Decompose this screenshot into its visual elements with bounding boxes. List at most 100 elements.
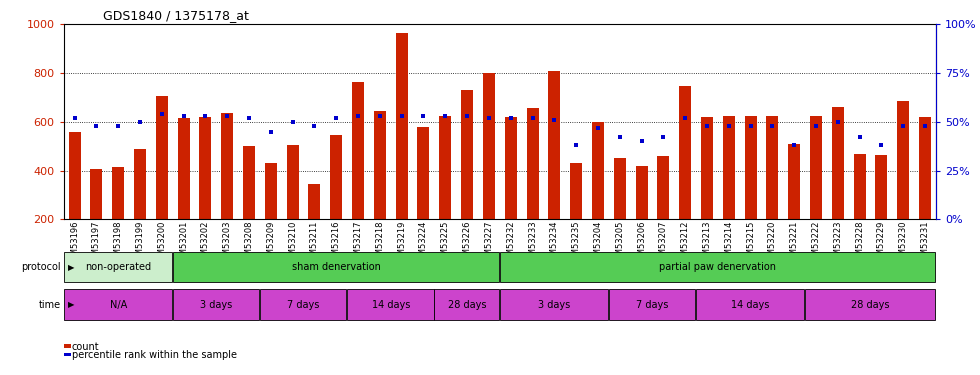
Text: N/A: N/A [110,300,126,310]
Text: 3 days: 3 days [200,300,232,310]
Text: 7 days: 7 days [636,300,668,310]
Bar [287,145,299,219]
Point [808,123,824,129]
Text: 7 days: 7 days [287,300,319,310]
Point [67,115,82,121]
Bar [172,290,259,320]
Bar [243,146,255,219]
Point [873,142,889,148]
Point [524,115,540,121]
Point [568,142,584,148]
Bar [745,116,757,219]
Bar [90,169,102,219]
Bar [483,73,495,219]
Text: partial paw denervation: partial paw denervation [660,262,776,272]
Bar [613,158,625,219]
Bar [417,127,429,219]
Point [917,123,933,129]
Bar [434,290,499,320]
Point [590,125,606,131]
Text: GDS1840 / 1375178_at: GDS1840 / 1375178_at [103,9,249,22]
Bar [701,117,712,219]
Point [416,113,431,119]
Point [699,123,714,129]
Point [547,117,563,123]
Point [154,111,170,117]
Point [198,113,214,119]
Point [612,135,627,141]
Point [263,129,278,135]
Text: 14 days: 14 days [371,300,410,310]
Bar [679,86,691,219]
Text: 14 days: 14 days [731,300,769,310]
Bar [810,116,822,219]
Bar [875,155,887,219]
Text: non-operated: non-operated [85,262,151,272]
Text: ▶: ▶ [68,263,74,272]
Point [656,135,671,141]
Bar [505,117,516,219]
Bar [500,290,608,320]
Bar [500,252,935,282]
Text: ▶: ▶ [68,300,74,309]
Bar [919,117,931,219]
Point [764,123,780,129]
Point [394,113,410,119]
Text: time: time [38,300,61,310]
Bar [658,156,669,219]
Bar [526,108,538,219]
Bar [462,90,473,219]
Bar [265,164,276,219]
Text: 28 days: 28 days [448,300,486,310]
Point [437,113,453,119]
Bar [172,252,499,282]
Point [852,135,867,141]
Bar [330,135,342,219]
Bar [832,107,844,219]
Bar [854,154,865,219]
Bar [221,113,233,219]
Bar [69,132,80,219]
Point [350,113,366,119]
Point [634,138,650,144]
Bar [439,116,451,219]
Bar [260,290,346,320]
Point [241,115,257,121]
Bar [592,122,604,219]
Bar [549,71,561,219]
Text: count: count [72,342,100,352]
Point [743,123,759,129]
Point [132,119,148,125]
Bar [570,163,582,219]
Bar [609,290,695,320]
Point [175,113,191,119]
Point [285,119,301,125]
Text: 28 days: 28 days [852,300,890,310]
Point [460,113,475,119]
Point [307,123,322,129]
Text: 3 days: 3 days [538,300,570,310]
Point [721,123,737,129]
Point [372,113,388,119]
Text: protocol: protocol [22,262,61,272]
Bar [64,290,172,320]
Bar [200,117,212,219]
Bar [156,96,168,219]
Bar [309,184,320,219]
Bar [177,118,189,219]
Point [111,123,126,129]
Text: percentile rank within the sample: percentile rank within the sample [72,351,237,360]
Point [677,115,693,121]
Bar [113,167,124,219]
Bar [898,101,909,219]
Bar [396,33,408,219]
Point [503,115,518,121]
Bar [64,252,172,282]
Bar [347,290,433,320]
Point [220,113,235,119]
Point [830,119,846,125]
Point [896,123,911,129]
Bar [636,166,648,219]
Bar [788,144,800,219]
Point [328,115,344,121]
